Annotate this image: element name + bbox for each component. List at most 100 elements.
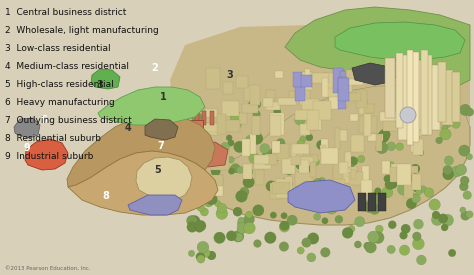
Bar bbox=[414, 60, 426, 130]
Circle shape bbox=[243, 176, 255, 188]
Circle shape bbox=[246, 168, 253, 175]
Text: 5  High-class residential: 5 High-class residential bbox=[5, 80, 114, 89]
Circle shape bbox=[228, 168, 235, 174]
Circle shape bbox=[234, 233, 243, 241]
Bar bbox=[391, 164, 408, 172]
Polygon shape bbox=[98, 87, 205, 125]
Circle shape bbox=[263, 150, 272, 160]
Bar bbox=[368, 134, 383, 141]
Bar bbox=[265, 154, 277, 165]
Circle shape bbox=[461, 211, 470, 220]
Circle shape bbox=[354, 241, 362, 248]
Circle shape bbox=[207, 251, 216, 260]
Circle shape bbox=[413, 116, 424, 127]
Polygon shape bbox=[128, 195, 182, 215]
Circle shape bbox=[216, 208, 228, 219]
Bar bbox=[333, 169, 351, 176]
Text: 1: 1 bbox=[160, 92, 166, 102]
Circle shape bbox=[350, 172, 362, 183]
Bar bbox=[345, 70, 359, 79]
Bar bbox=[275, 71, 283, 78]
Circle shape bbox=[387, 245, 395, 254]
Circle shape bbox=[186, 215, 197, 226]
Circle shape bbox=[228, 140, 234, 146]
Bar bbox=[311, 73, 329, 83]
Circle shape bbox=[295, 115, 305, 125]
Circle shape bbox=[335, 215, 343, 223]
Bar bbox=[356, 90, 367, 108]
Circle shape bbox=[246, 211, 253, 218]
Bar bbox=[334, 163, 343, 184]
Bar bbox=[253, 116, 260, 135]
Bar bbox=[411, 174, 421, 190]
Bar bbox=[175, 148, 197, 162]
Bar bbox=[300, 124, 310, 135]
Bar bbox=[361, 180, 372, 200]
Circle shape bbox=[431, 214, 443, 226]
Circle shape bbox=[188, 147, 198, 157]
Text: 5: 5 bbox=[155, 165, 161, 175]
Circle shape bbox=[253, 205, 264, 216]
Circle shape bbox=[280, 221, 289, 230]
Circle shape bbox=[201, 208, 209, 216]
Circle shape bbox=[307, 253, 316, 262]
Circle shape bbox=[364, 201, 375, 213]
Circle shape bbox=[226, 135, 232, 141]
Circle shape bbox=[406, 198, 417, 209]
Circle shape bbox=[379, 129, 390, 140]
Circle shape bbox=[405, 133, 412, 139]
Bar bbox=[411, 52, 419, 142]
Text: 4: 4 bbox=[125, 123, 131, 133]
Circle shape bbox=[270, 212, 277, 218]
Circle shape bbox=[195, 224, 203, 232]
Circle shape bbox=[361, 205, 367, 211]
Circle shape bbox=[416, 189, 422, 195]
Bar bbox=[443, 70, 454, 125]
Circle shape bbox=[287, 215, 297, 226]
Bar bbox=[413, 124, 422, 136]
Circle shape bbox=[230, 166, 237, 173]
Text: ©2013 Pearson Education, Inc.: ©2013 Pearson Education, Inc. bbox=[5, 266, 91, 271]
Circle shape bbox=[372, 232, 384, 244]
Circle shape bbox=[364, 242, 371, 250]
Circle shape bbox=[429, 199, 440, 210]
Circle shape bbox=[348, 156, 358, 166]
Polygon shape bbox=[91, 69, 120, 89]
Circle shape bbox=[382, 187, 393, 198]
Bar bbox=[390, 167, 397, 182]
Circle shape bbox=[206, 193, 218, 205]
Bar bbox=[313, 101, 331, 120]
Circle shape bbox=[294, 194, 302, 202]
Circle shape bbox=[374, 188, 381, 194]
Bar bbox=[364, 104, 374, 113]
Bar bbox=[195, 111, 199, 125]
Bar bbox=[423, 55, 432, 135]
Bar bbox=[293, 72, 302, 87]
Bar bbox=[383, 121, 398, 131]
Bar bbox=[270, 115, 281, 136]
Circle shape bbox=[424, 188, 434, 197]
Circle shape bbox=[413, 186, 419, 192]
Circle shape bbox=[197, 204, 205, 211]
Circle shape bbox=[302, 238, 311, 248]
Bar bbox=[272, 141, 278, 154]
Bar bbox=[321, 148, 338, 164]
Circle shape bbox=[252, 133, 263, 144]
Bar bbox=[206, 68, 220, 89]
Circle shape bbox=[401, 224, 410, 233]
Bar bbox=[206, 175, 223, 186]
Polygon shape bbox=[68, 151, 218, 215]
Bar bbox=[250, 134, 256, 154]
Bar bbox=[299, 160, 309, 173]
Bar bbox=[285, 177, 292, 198]
Circle shape bbox=[231, 164, 240, 173]
Circle shape bbox=[456, 164, 467, 175]
Circle shape bbox=[466, 154, 473, 160]
Text: 8  Residential suburb: 8 Residential suburb bbox=[5, 134, 101, 143]
Circle shape bbox=[235, 121, 241, 128]
Bar bbox=[202, 123, 219, 132]
Circle shape bbox=[411, 193, 417, 199]
Circle shape bbox=[435, 100, 444, 108]
Bar bbox=[301, 72, 311, 90]
Bar bbox=[323, 73, 336, 95]
